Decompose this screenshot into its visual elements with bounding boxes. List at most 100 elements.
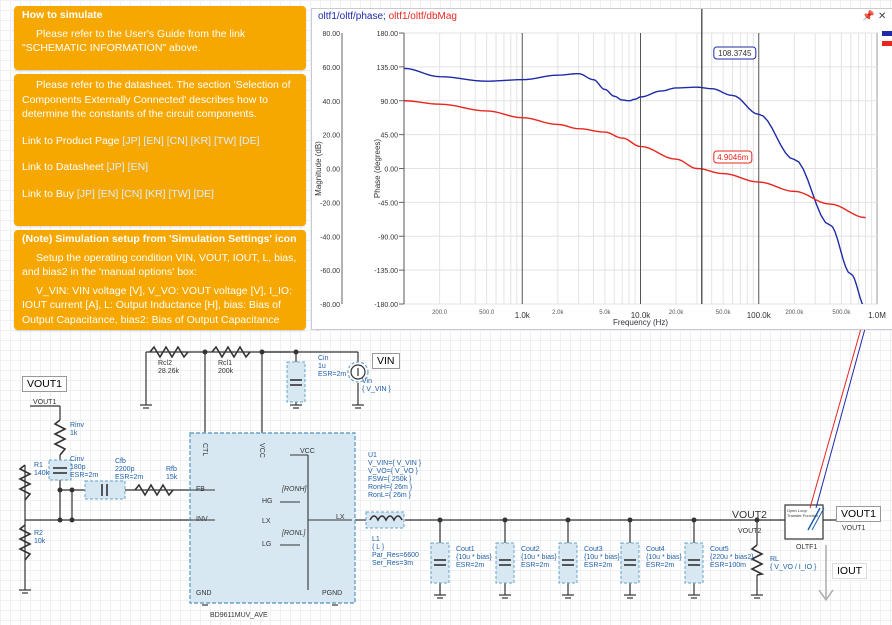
series-line-mag bbox=[404, 100, 866, 219]
mag-tick-label: 0.00 bbox=[326, 167, 340, 174]
cout1-label: Cout1 {10u * bias} ESR=2m bbox=[456, 546, 492, 569]
x-tick-label: 10.0k bbox=[631, 311, 652, 320]
pin-fb: FB bbox=[196, 486, 205, 493]
x-tick-label: 1.0k bbox=[515, 311, 531, 320]
plot-title: oltf1/oltf/phase; oltf1/oltf/dbMag bbox=[318, 11, 457, 22]
mag-tick-label: -40.00 bbox=[320, 234, 340, 241]
x-minor-tick-label: 20.0k bbox=[669, 310, 685, 316]
y-axis-label-mag: Magnitude (dB) bbox=[314, 141, 323, 196]
net-tag-vout1-right: VOUT1 bbox=[836, 506, 882, 522]
datasheet-links[interactable]: [JP] [EN] bbox=[106, 161, 149, 173]
phase-tick-label: -45.00 bbox=[378, 200, 398, 207]
x-minor-tick-label: 200.0 bbox=[432, 310, 448, 316]
pin-lg: LG bbox=[262, 541, 272, 548]
note-simulation-setup: (Note) Simulation setup from 'Simulation… bbox=[14, 230, 306, 330]
note-text-2: V_VIN: VIN voltage [V], V_VO: VOUT volta… bbox=[22, 284, 292, 326]
rcl1-label: Rcl1 200k bbox=[218, 360, 234, 375]
phase-tick-label: 180.00 bbox=[377, 31, 399, 38]
net-label-vout1: VOUT1 bbox=[33, 399, 57, 406]
r1-label: R1 140k bbox=[34, 462, 50, 477]
pin-hg: HG bbox=[262, 498, 273, 505]
oltf-box-text: Open Loop Transfer Function bbox=[787, 508, 819, 518]
plot-title-mag: oltf1/oltf/dbMag bbox=[385, 11, 457, 22]
pin-lx-inner: LX bbox=[262, 518, 271, 525]
buy-links[interactable]: [JP] [EN] [CN] [KR] [TW] [DE] bbox=[76, 187, 214, 200]
plot-title-phase: oltf1/oltf/phase; bbox=[318, 11, 386, 22]
cfb-label: Cfb 2200p ESR=2m bbox=[115, 458, 144, 481]
phase-tick-label: 45.00 bbox=[380, 133, 398, 140]
cout3-label: Cout3 {10u * bias} ESR=2m bbox=[584, 546, 620, 569]
mag-tick-label: 20.00 bbox=[322, 133, 340, 140]
x-minor-tick-label: 2.0k bbox=[552, 310, 564, 316]
bode-chart: 80.00 180.00 60.00 135.00 40.00 90.00 20.00 45.… bbox=[314, 9, 892, 327]
x-minor-tick-label: 5.0k bbox=[599, 310, 611, 316]
rfb-label: Rfb 15k bbox=[166, 466, 178, 481]
note-text: Setup the operating condition VIN, VOUT,… bbox=[22, 251, 297, 279]
rcl2-label: Rcl2 28.26k bbox=[158, 360, 180, 375]
phase-tick-label: -90.00 bbox=[378, 234, 398, 241]
product-page-label: Link to Product Page bbox=[22, 134, 120, 147]
mag-tick-label: 40.00 bbox=[322, 99, 340, 106]
mag-tick-label: -20.00 bbox=[320, 200, 340, 207]
pin-pgnd: PGND bbox=[322, 590, 343, 597]
note-text: Please refer to the User's Guide from th… bbox=[22, 27, 246, 55]
mag-tick-label: 80.00 bbox=[322, 31, 340, 38]
l1-label: L1 { L } Par_Res=6600 Ser_Res=3m bbox=[372, 536, 419, 567]
phase-tick-label: -180.00 bbox=[374, 302, 398, 309]
note-text: Please refer to the datasheet. The secti… bbox=[22, 79, 291, 120]
product-page-links[interactable]: [JP] [EN] [CN] [KR] [TW] [DE] bbox=[122, 134, 260, 147]
buy-label: Link to Buy bbox=[22, 187, 74, 200]
cout4-label: Cout4 {10u * bias} ESR=2m bbox=[646, 546, 682, 569]
legend-swatch-mag bbox=[882, 41, 892, 46]
iout-label: IOUT bbox=[832, 563, 868, 579]
mag-tick-label: -80.00 bbox=[320, 302, 340, 309]
ronl-label: [RONL] bbox=[282, 530, 306, 537]
cout2-label: Cout2 {10u * bias} ESR=2m bbox=[521, 546, 557, 569]
phase-tick-label: -135.00 bbox=[374, 268, 398, 275]
rl-label: RL { V_VO / I_IO } bbox=[770, 556, 817, 571]
legend-swatch-phase bbox=[882, 31, 892, 36]
note-how-to-simulate: How to simulate Please refer to the User… bbox=[14, 6, 306, 70]
net-tag-vin: VIN bbox=[372, 353, 400, 369]
cursor-mag-value: 4.9046m bbox=[717, 153, 748, 162]
net-tag-vout2: VOUT2 bbox=[732, 509, 768, 521]
cursor-phase-box bbox=[713, 46, 757, 60]
pin-vcc: VCC bbox=[258, 443, 265, 458]
mag-tick-label: 60.00 bbox=[322, 65, 340, 72]
pin-ctl: CTL bbox=[201, 443, 208, 457]
net-tag-vout1: VOUT1 bbox=[22, 376, 68, 392]
cursor-mag-box bbox=[713, 150, 753, 164]
pin-gnd: GND bbox=[196, 590, 212, 597]
x-minor-tick-label: 50.0k bbox=[716, 310, 732, 316]
bode-plot-window[interactable]: oltf1/oltf/phase; oltf1/oltf/dbMag 📌 ✕ 8… bbox=[311, 8, 892, 330]
cout5-label: Cout5 {220u * bias2} ESR=100m bbox=[710, 546, 754, 569]
net-label-vout2: VOUT2 bbox=[738, 528, 762, 535]
x-tick-label: 100.0k bbox=[747, 311, 772, 320]
phase-tick-label: 90.00 bbox=[380, 99, 398, 106]
x-tick-label: 1.0M bbox=[868, 311, 886, 320]
cursor-phase-value: 108.3745 bbox=[718, 49, 752, 58]
u1-label: U1 V_VIN={ V_VIN } V_VO={ V_VO } FSW={ 2… bbox=[368, 452, 422, 499]
y-axis-label-phase: Phase (degrees) bbox=[373, 139, 382, 198]
close-icon[interactable]: ✕ bbox=[878, 11, 887, 22]
phase-tick-label: 135.00 bbox=[377, 65, 399, 72]
ic-name: BD9611MUV_AVE bbox=[210, 612, 268, 619]
net-label-vout1-right: VOUT1 bbox=[842, 525, 866, 532]
x-minor-tick-label: 200.0k bbox=[785, 310, 804, 316]
cin-label: Cin 1u ESR=2m bbox=[318, 355, 347, 378]
ronh-label: [RONH] bbox=[282, 486, 307, 493]
phase-tick-label: 0.00 bbox=[384, 167, 398, 174]
series-line-phase bbox=[404, 67, 864, 304]
pin-inv: INV bbox=[196, 516, 208, 523]
pin-vcc-inner: VCC bbox=[300, 448, 315, 455]
x-axis-label: Frequency (Hz) bbox=[613, 318, 668, 327]
pin-lx: LX bbox=[336, 514, 345, 521]
mag-tick-label: -60.00 bbox=[320, 268, 340, 275]
note-title: (Note) Simulation setup from 'Simulation… bbox=[22, 233, 297, 245]
pin-icon[interactable]: 📌 bbox=[862, 11, 875, 22]
vin-source-label: Vin { V_VIN } bbox=[362, 378, 391, 393]
x-minor-tick-label: 500.0 bbox=[479, 310, 495, 316]
r2-label: R2 10k bbox=[34, 530, 46, 545]
